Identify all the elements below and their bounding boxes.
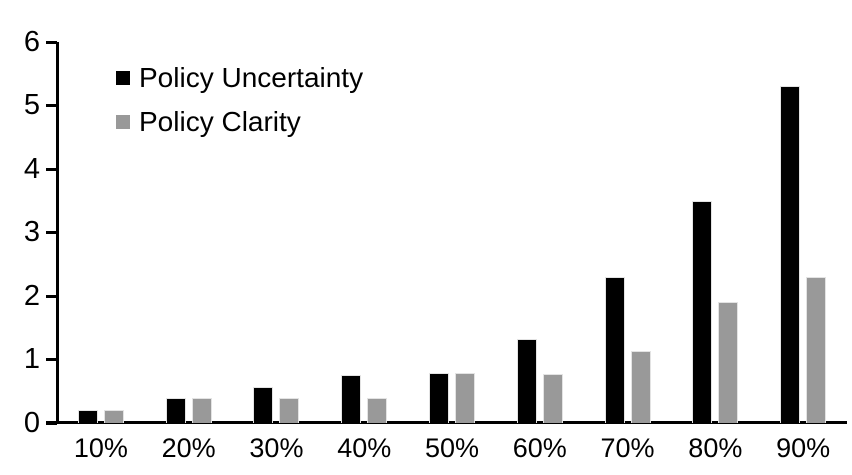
x-tick-label: 20% — [161, 433, 216, 463]
bar-clarity-20% — [191, 398, 212, 423]
bar-clarity-90% — [806, 277, 827, 423]
bar-uncertainty-50% — [429, 373, 449, 423]
x-tick-label: 70% — [600, 433, 655, 463]
y-tick — [46, 294, 57, 298]
y-tick — [46, 231, 57, 234]
y-tick — [46, 167, 57, 171]
x-tick-label: 40% — [337, 433, 392, 463]
x-tick-label: 10% — [73, 433, 128, 463]
x-tick-label: 50% — [424, 433, 480, 463]
y-tick-label: 6 — [23, 25, 40, 58]
legend-label: Policy Uncertainty — [139, 62, 364, 93]
y-tick-label: 2 — [23, 279, 40, 312]
legend-item-policy-uncertainty: Policy Uncertainty — [116, 62, 363, 94]
y-tick — [46, 358, 57, 361]
x-tick-label: 30% — [249, 433, 304, 463]
x-tick-label: 90% — [776, 433, 831, 463]
legend-label: Policy Clarity — [139, 106, 301, 137]
bar-clarity-50% — [455, 373, 475, 423]
bar-clarity-60% — [542, 374, 563, 423]
bar-uncertainty-90% — [780, 86, 801, 423]
legend-item-policy-clarity: Policy Clarity — [116, 106, 363, 138]
y-tick — [46, 40, 57, 44]
bar-uncertainty-40% — [341, 375, 362, 423]
bar-uncertainty-70% — [604, 277, 625, 423]
bar-uncertainty-80% — [692, 201, 713, 423]
y-tick-label: 5 — [23, 89, 40, 121]
y-tick-label: 1 — [23, 343, 40, 375]
bar-uncertainty-60% — [516, 339, 537, 423]
bar-uncertainty-10% — [77, 410, 98, 423]
x-tick-label: 60% — [512, 433, 567, 463]
bar-clarity-80% — [718, 302, 739, 423]
legend-swatch-policy-uncertainty — [116, 71, 130, 85]
bar-clarity-30% — [279, 398, 300, 423]
bar-uncertainty-20% — [165, 398, 186, 423]
y-tick-label: 3 — [23, 216, 40, 248]
y-tick — [46, 104, 57, 107]
bar-uncertainty-30% — [253, 387, 274, 423]
legend: Policy Uncertainty Policy Clarity — [116, 62, 363, 150]
legend-swatch-policy-clarity — [116, 115, 130, 129]
bar-clarity-10% — [103, 410, 124, 423]
y-tick-label: 0 — [23, 406, 40, 439]
bar-clarity-40% — [367, 398, 388, 423]
y-tick — [46, 421, 57, 425]
plot-area — [57, 42, 847, 423]
y-tick-label: 4 — [23, 152, 40, 185]
x-tick-label: 80% — [688, 433, 743, 463]
y-axis-line — [56, 42, 59, 424]
bar-clarity-70% — [630, 351, 651, 423]
